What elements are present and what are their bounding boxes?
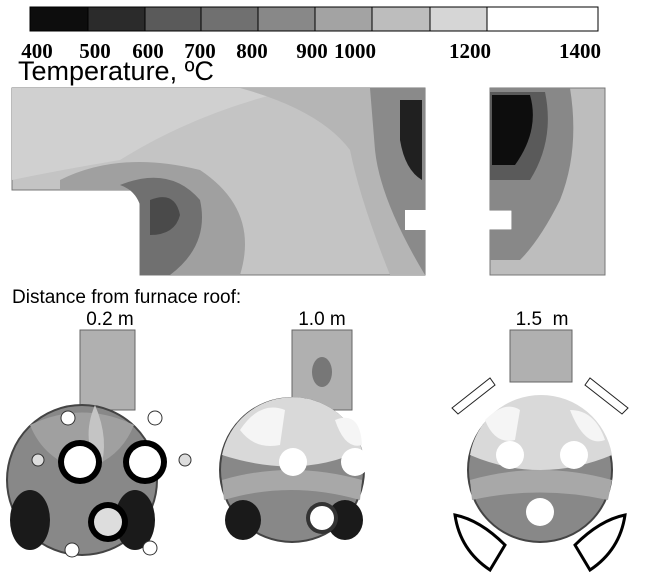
- color-swatch: [88, 7, 145, 31]
- color-swatch: [258, 7, 315, 31]
- side-view-right: [490, 88, 605, 275]
- colorbar-label: 1200: [449, 39, 491, 63]
- cross-section-1-0: [220, 330, 369, 542]
- cross-section-1-5: [452, 330, 628, 570]
- colorbar-label: 900: [296, 39, 328, 63]
- color-swatch: [430, 7, 487, 31]
- section-title: 0.2 m: [86, 309, 134, 330]
- color-swatch: [315, 7, 372, 31]
- figure: 400500600700800900100012001400 Temperatu…: [0, 0, 646, 583]
- color-swatch: [372, 7, 430, 31]
- side-view-left: [12, 88, 427, 275]
- section-title: 1.0 m: [298, 309, 346, 330]
- cross-section-0-2: [7, 330, 191, 557]
- section-label: Distance from furnace roof:: [12, 287, 241, 308]
- colorbar-label: 1000: [334, 39, 376, 63]
- section-title: 1.5 m: [516, 309, 569, 330]
- title: Temperature, ºC: [18, 56, 214, 86]
- color-swatch: [30, 7, 88, 31]
- color-swatch: [201, 7, 258, 31]
- color-swatch: [487, 7, 598, 31]
- color-swatch: [145, 7, 201, 31]
- colorbar-label: 1400: [559, 39, 601, 63]
- colorbar-label: 800: [236, 39, 268, 63]
